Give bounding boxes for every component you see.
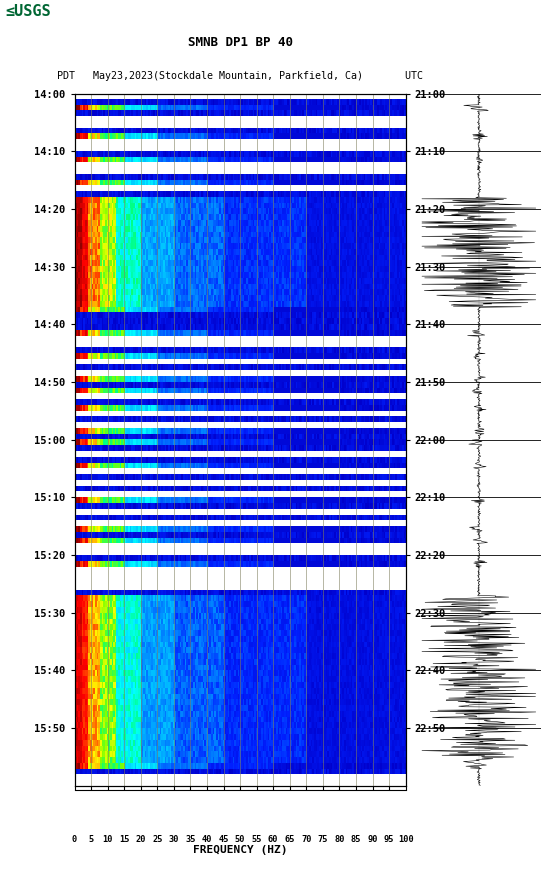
Text: PDT   May23,2023(Stockdale Mountain, Parkfield, Ca)       UTC: PDT May23,2023(Stockdale Mountain, Parkf… xyxy=(57,71,423,81)
Text: ≤USGS: ≤USGS xyxy=(6,4,51,20)
X-axis label: FREQUENCY (HZ): FREQUENCY (HZ) xyxy=(193,846,288,855)
Text: SMNB DP1 BP 40: SMNB DP1 BP 40 xyxy=(188,36,293,49)
